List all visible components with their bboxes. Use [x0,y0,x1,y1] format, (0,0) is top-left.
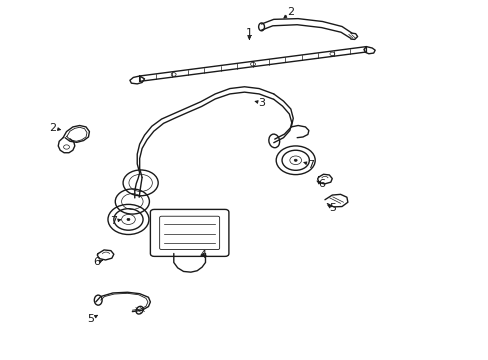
Text: 7: 7 [110,216,117,226]
Text: 5: 5 [87,314,94,324]
Text: 4: 4 [199,249,206,260]
Circle shape [329,52,334,56]
Circle shape [127,219,130,221]
Circle shape [171,73,176,76]
Text: 3: 3 [258,98,264,108]
Text: 2: 2 [49,123,56,133]
Text: 6: 6 [94,257,101,267]
Text: 6: 6 [317,179,325,189]
Text: 7: 7 [306,159,314,170]
Text: 2: 2 [286,7,294,17]
Circle shape [294,159,297,161]
Text: 1: 1 [245,28,252,38]
Circle shape [250,62,255,66]
Text: 5: 5 [328,203,335,213]
